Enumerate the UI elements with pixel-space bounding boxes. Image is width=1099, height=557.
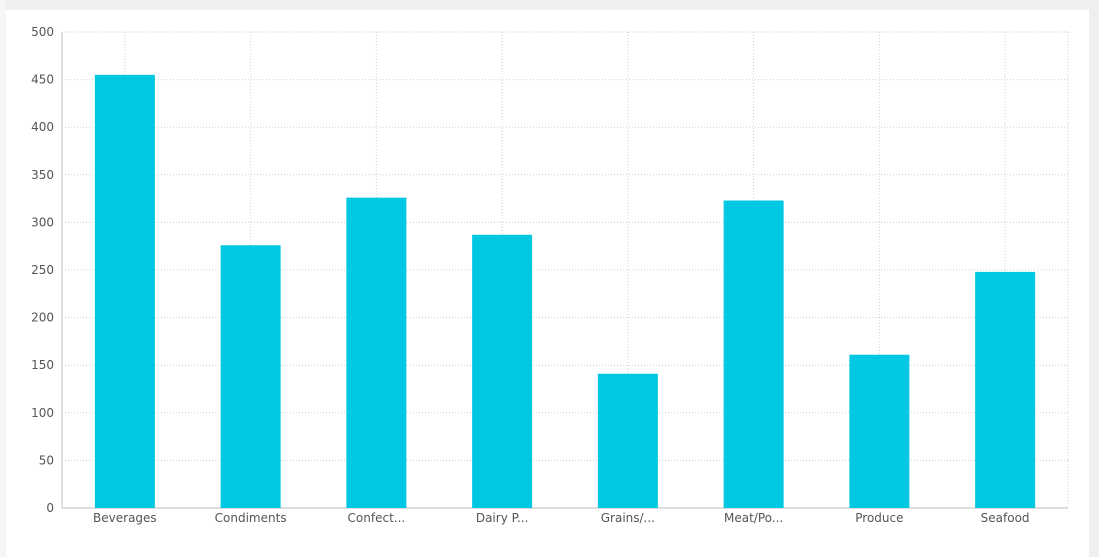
bar — [346, 197, 407, 508]
y-tick-label: 150 — [31, 358, 54, 372]
bar — [975, 271, 1036, 508]
bars — [94, 74, 1036, 509]
y-tick-label: 250 — [31, 263, 54, 277]
y-tick-label: 200 — [31, 311, 54, 325]
y-tick-label: 300 — [31, 215, 54, 229]
bar — [597, 373, 658, 508]
bar — [723, 200, 784, 508]
y-tick-label: 0 — [46, 501, 54, 515]
bar — [220, 245, 281, 509]
tick-labels: 0 50 100 150 200 250 300 350 400 450 500 Beverages C… — [31, 25, 1029, 525]
x-tick-label: Meat/Po... — [724, 511, 783, 525]
y-tick-label: 100 — [31, 406, 54, 420]
bar — [94, 74, 155, 508]
x-tick-label: Beverages — [93, 511, 157, 525]
y-tick-label: 500 — [31, 25, 54, 39]
left-border — [0, 0, 6, 557]
y-tick-label: 50 — [39, 453, 54, 467]
grid-lines — [62, 31, 1069, 508]
x-tick-label: Confect... — [348, 511, 406, 525]
bar — [849, 354, 910, 508]
y-tick-label: 450 — [31, 73, 54, 87]
x-tick-label: Dairy P... — [476, 511, 529, 525]
x-tick-label: Grains/... — [601, 511, 655, 525]
x-tick-label: Condiments — [215, 511, 287, 525]
y-tick-label: 400 — [31, 120, 54, 134]
x-tick-label: Seafood — [981, 511, 1030, 525]
bar — [472, 234, 533, 508]
y-tick-label: 350 — [31, 168, 54, 182]
x-tick-label: Produce — [855, 511, 903, 525]
